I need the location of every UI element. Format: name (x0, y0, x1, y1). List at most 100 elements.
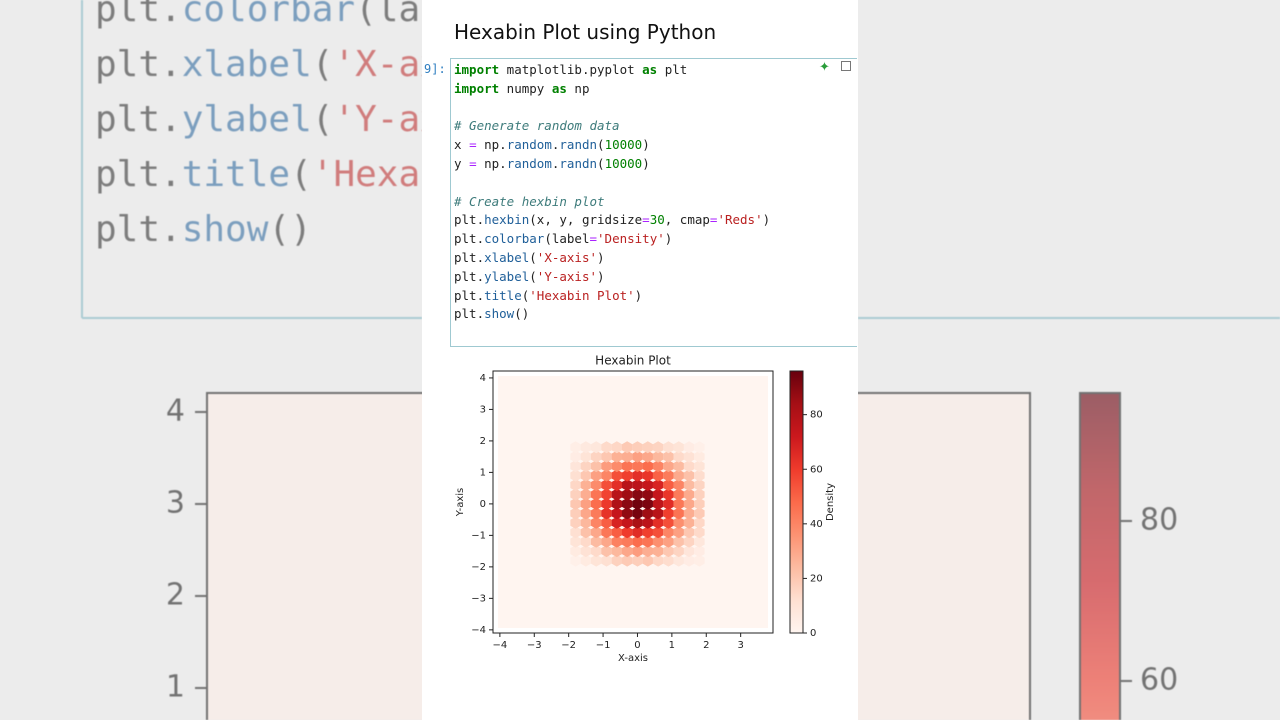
hex-bin (601, 441, 612, 454)
hex-bin (590, 526, 602, 539)
hex-bin (590, 488, 602, 501)
code-token: 10000 (604, 137, 643, 153)
hex-bin (611, 488, 623, 501)
code-token: 'Reds' (717, 212, 763, 228)
hex-bin (683, 441, 695, 454)
zoom-y-tick-label: 4 (166, 394, 185, 429)
hex-bin (601, 516, 612, 529)
code-token: ( (311, 44, 334, 85)
code-token: ) (597, 249, 605, 265)
y-tick-label: −4 (471, 625, 486, 636)
hex-bin (694, 441, 705, 454)
hex-bin (663, 450, 674, 463)
code-token: random (506, 137, 552, 153)
code-token: hexbin (484, 212, 530, 228)
hex-bin (683, 507, 695, 520)
hex-bin (663, 526, 674, 539)
code-cell (450, 58, 857, 347)
hex-bin (611, 441, 623, 454)
hex-bin (621, 554, 633, 567)
hex-bin (652, 460, 664, 473)
hex-bin (652, 535, 664, 548)
code-token: plt. (454, 231, 485, 247)
hex-bin (580, 497, 592, 510)
code-token: np. (476, 155, 507, 171)
hex-bin (663, 478, 674, 491)
hex-bin (673, 516, 684, 529)
code-token: numpy (499, 80, 552, 96)
code-token: xlabel (181, 44, 312, 85)
hex-bin (652, 516, 664, 529)
code-token: ) (762, 212, 771, 228)
hex-bin (632, 507, 643, 520)
hex-bin (683, 450, 695, 463)
hex-bin (663, 441, 674, 454)
hex-bin (601, 507, 612, 520)
hex-bin (570, 488, 581, 501)
code-token: = (589, 231, 598, 247)
hex-bin (663, 535, 674, 548)
code-line: x = np.random.randn(10000) (454, 136, 770, 155)
hex-bin (621, 469, 633, 482)
hex-bin (632, 469, 643, 482)
zoom-colorbar-tick-label: 80 (1140, 503, 1178, 538)
hex-bin (652, 469, 664, 482)
code-editor[interactable]: import matplotlib.pyplot as plt import nu… (454, 61, 770, 324)
hex-bin (580, 554, 592, 567)
code-token: import (454, 80, 500, 96)
hex-bin (652, 441, 664, 454)
x-tick-label: 2 (703, 640, 709, 651)
ai-icon[interactable]: ✦ (819, 60, 830, 75)
code-line: plt.show() (454, 305, 770, 324)
code-token: # Generate random data (454, 118, 620, 134)
code-token: 'Density' (597, 231, 665, 247)
y-tick-label: 4 (480, 373, 486, 384)
hex-bin (673, 469, 684, 482)
hex-bin (683, 554, 695, 567)
hex-bin (601, 478, 612, 491)
zoom-y-tick-label: 3 (166, 486, 185, 521)
hex-bin (652, 478, 664, 491)
code-token: x (454, 137, 470, 153)
y-tick-label: −1 (471, 530, 486, 541)
hex-bin (642, 526, 653, 539)
hex-bin (580, 460, 592, 473)
hex-bin (611, 450, 623, 463)
hex-bin (673, 554, 684, 567)
colorbar-tick-label: 80 (810, 410, 823, 421)
code-token: 'X-axis' (536, 249, 598, 265)
hex-bin (590, 554, 602, 567)
code-token: plt. (454, 212, 485, 228)
y-tick-label: −2 (471, 562, 486, 573)
code-token: plt. (95, 44, 182, 85)
hex-bin (621, 478, 633, 491)
hex-bin (673, 535, 684, 548)
code-token: = (469, 137, 477, 153)
code-token: show (484, 306, 515, 322)
code-token: as (642, 62, 658, 77)
hex-bin (570, 497, 581, 510)
hex-bin (570, 469, 581, 482)
hex-bin (683, 497, 695, 510)
y-tick-label: 0 (480, 499, 486, 510)
hex-bin (673, 460, 684, 473)
code-token: . (551, 137, 560, 153)
code-token: ( (529, 249, 537, 265)
hex-bin (652, 450, 664, 463)
hex-bin (590, 497, 602, 510)
hex-bin (632, 554, 643, 567)
hex-bin (652, 507, 664, 520)
code-token: 'Hexabin Plot' (529, 287, 635, 303)
hex-bin (694, 507, 705, 520)
hex-bin (601, 488, 612, 501)
y-tick-label: 1 (480, 467, 486, 478)
copy-icon[interactable] (841, 61, 851, 71)
hex-bin (642, 450, 653, 463)
code-token: randn (559, 137, 598, 153)
code-token: title (181, 154, 291, 195)
hex-bin (642, 469, 653, 482)
colorbar-tick-label: 60 (810, 464, 823, 475)
hex-bin (683, 535, 695, 548)
hex-bin (663, 469, 674, 482)
hex-bin (570, 554, 581, 567)
